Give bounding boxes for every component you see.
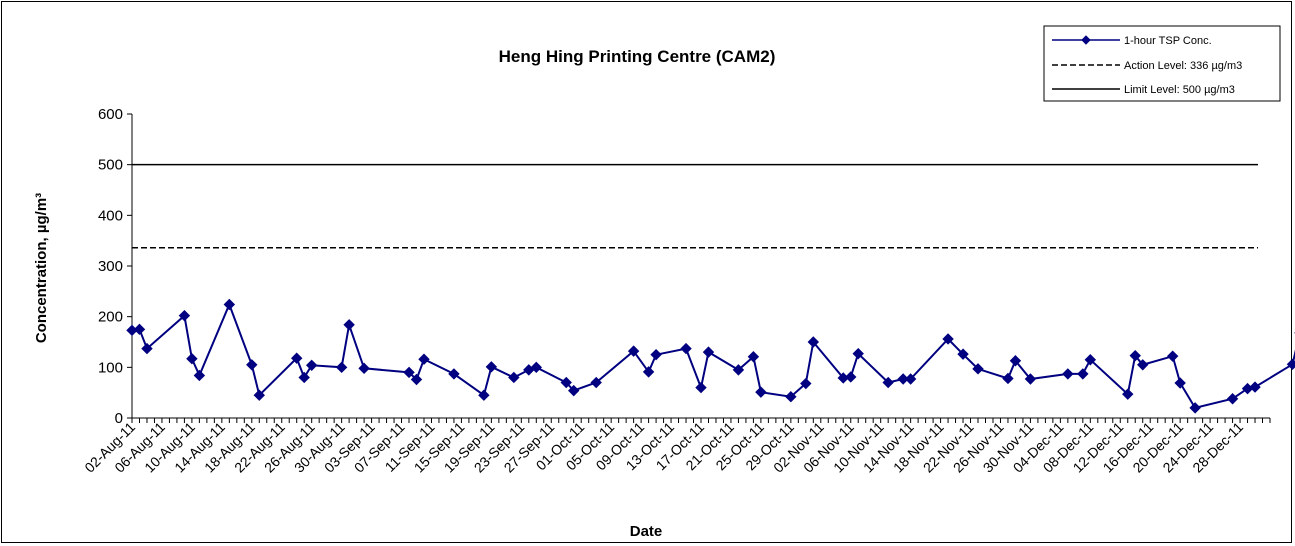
tsp-data-point bbox=[335, 361, 348, 374]
tsp-series-line bbox=[131, 301, 1295, 410]
tsp-data-point bbox=[193, 369, 206, 382]
tsp-data-point bbox=[1166, 350, 1179, 362]
tsp-data-point bbox=[485, 361, 498, 373]
tsp-data-point bbox=[1189, 402, 1201, 414]
tsp-data-point bbox=[1077, 368, 1089, 380]
tsp-data-point bbox=[298, 371, 310, 384]
chart-title: Heng Hing Printing Centre (CAM2) bbox=[499, 47, 776, 66]
tsp-data-point bbox=[1009, 355, 1022, 367]
tsp-data-point bbox=[852, 347, 864, 360]
tsp-data-point bbox=[957, 348, 969, 360]
tsp-data-point bbox=[178, 309, 191, 322]
tsp-data-point bbox=[478, 389, 490, 401]
tsp-data-point bbox=[291, 352, 303, 364]
tsp-data-point bbox=[141, 342, 153, 355]
tsp-data-point bbox=[680, 342, 692, 355]
tsp-data-point bbox=[530, 361, 542, 374]
tsp-data-point bbox=[1174, 377, 1186, 389]
y-tick-label: 200 bbox=[98, 309, 123, 326]
tsp-data-point bbox=[1137, 359, 1149, 371]
tsp-data-point bbox=[942, 333, 954, 345]
tsp-data-point bbox=[897, 373, 909, 385]
tsp-data-point bbox=[358, 362, 370, 375]
tsp-data-point bbox=[223, 298, 236, 311]
tsp-data-point bbox=[695, 381, 707, 394]
legend: 1-hour TSP Conc. Action Level: 336 µg/m3 L… bbox=[1043, 25, 1281, 102]
tsp-data-point bbox=[702, 346, 715, 358]
tsp-data-point bbox=[785, 391, 797, 403]
tsp-data-point bbox=[246, 359, 258, 371]
tsp-data-point bbox=[845, 371, 857, 383]
plot-area: 010020030040050060002-Aug-1106-Aug-1110-… bbox=[81, 106, 1295, 476]
tsp-data-point bbox=[642, 366, 655, 378]
tsp-data-point bbox=[418, 353, 430, 365]
tsp-data-point bbox=[650, 348, 662, 361]
tsp-data-point bbox=[343, 319, 355, 331]
legend-label: 1-hour TSP Conc. bbox=[1124, 35, 1212, 47]
tsp-data-point bbox=[508, 371, 520, 384]
y-tick-label: 400 bbox=[98, 207, 123, 224]
tsp-data-point bbox=[305, 359, 318, 372]
tsp-data-point bbox=[1286, 358, 1295, 371]
legend-marker bbox=[1081, 35, 1091, 45]
tsp-data-point bbox=[732, 364, 745, 376]
tsp-data-point bbox=[568, 384, 580, 397]
tsp-data-point bbox=[186, 353, 198, 365]
tsp-data-point bbox=[403, 366, 415, 379]
y-tick-label: 100 bbox=[98, 359, 123, 376]
tsp-data-point bbox=[1024, 373, 1037, 385]
tsp-data-point bbox=[1249, 381, 1261, 393]
y-tick-label: 600 bbox=[98, 106, 123, 123]
tsp-data-point bbox=[133, 323, 146, 336]
tsp-data-point bbox=[807, 336, 820, 348]
tsp-data-point bbox=[755, 386, 767, 398]
tsp-data-point bbox=[1122, 388, 1134, 400]
y-tick-label: 0 bbox=[115, 410, 123, 427]
tsp-data-point bbox=[1129, 349, 1141, 362]
tsp-data-point bbox=[1062, 368, 1074, 380]
tsp-data-point bbox=[1002, 372, 1014, 385]
y-tick-label: 500 bbox=[98, 157, 123, 174]
y-axis-title: Concentration, µg/m³ bbox=[33, 193, 50, 343]
legend-label: Action Level: 336 µg/m3 bbox=[1124, 60, 1242, 72]
legend-label: Limit Level: 500 µg/m3 bbox=[1124, 84, 1235, 96]
tsp-data-point bbox=[904, 373, 917, 385]
tsp-data-point bbox=[253, 389, 265, 401]
tsp-data-point bbox=[560, 376, 572, 389]
tsp-data-point bbox=[448, 368, 460, 380]
tsp-data-point bbox=[627, 345, 640, 357]
tsp-data-point bbox=[1226, 393, 1239, 405]
tsp-data-point bbox=[410, 373, 423, 386]
x-axis-title: Date bbox=[630, 523, 663, 540]
tsp-data-point bbox=[800, 377, 812, 390]
y-tick-label: 300 bbox=[98, 258, 123, 275]
tsp-data-point bbox=[882, 376, 894, 389]
tsp-data-point bbox=[590, 376, 602, 389]
tsp-data-point bbox=[747, 350, 760, 363]
tsp-data-point bbox=[1084, 354, 1097, 366]
tsp-data-point bbox=[972, 363, 984, 375]
